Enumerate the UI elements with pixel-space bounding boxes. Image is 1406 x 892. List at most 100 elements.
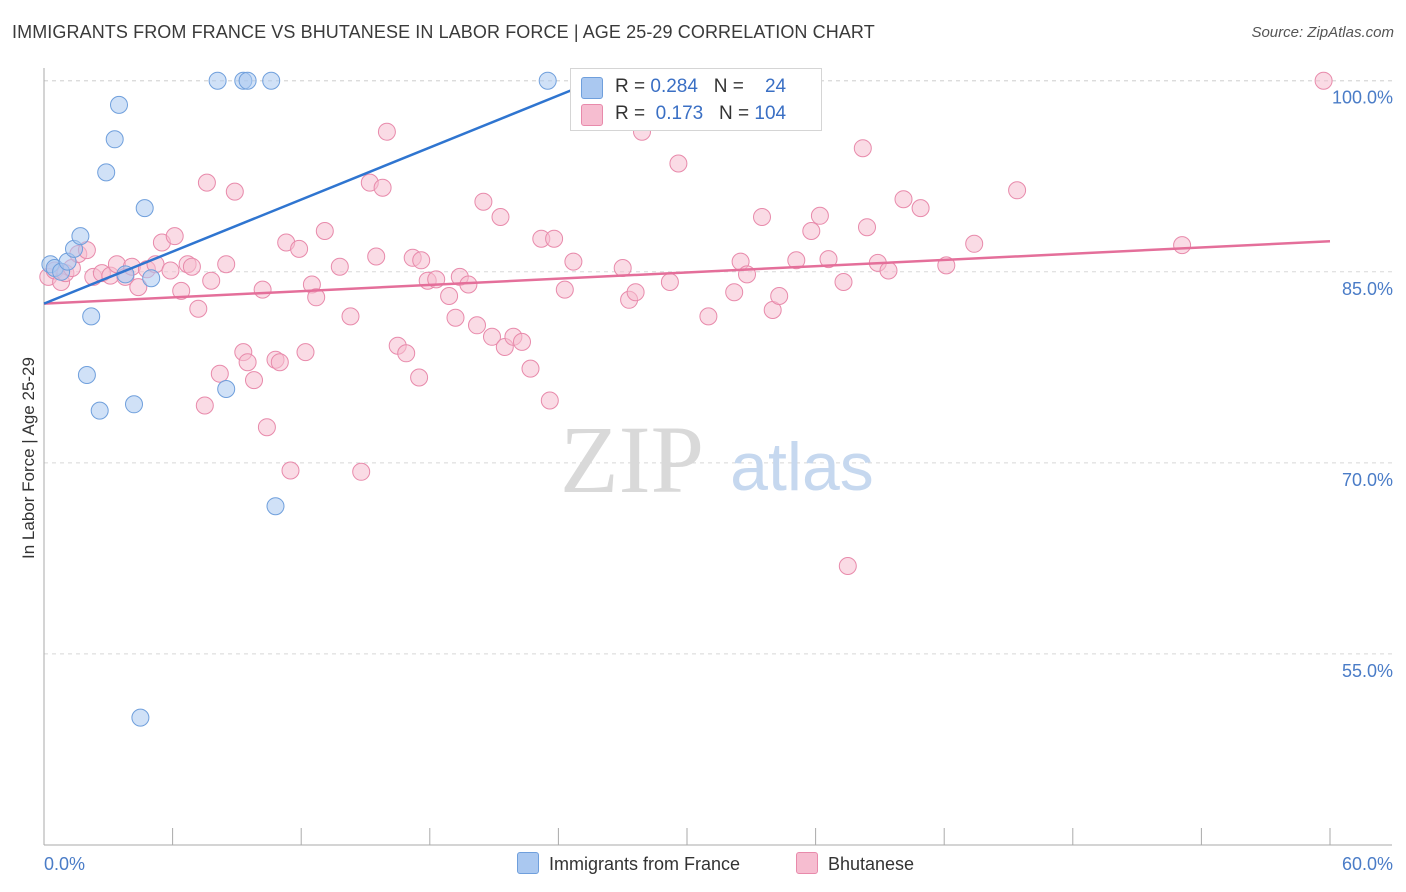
bhutanese-point bbox=[626, 283, 645, 302]
bhutanese-point bbox=[257, 418, 276, 437]
bhutanese-point bbox=[613, 259, 632, 277]
bhutanese-point bbox=[1314, 71, 1333, 90]
bhutanese-point bbox=[373, 178, 392, 197]
bhutanese-point bbox=[853, 139, 872, 158]
bhutanese-point bbox=[545, 229, 564, 248]
correlation-legend: R = 0.284 N = 24 R = 0.173 N = 104 bbox=[570, 68, 822, 131]
france-point bbox=[217, 380, 236, 398]
bhutanese-point bbox=[555, 280, 574, 299]
r-value: 0.173 bbox=[655, 103, 704, 124]
bhutanese-point bbox=[513, 332, 531, 351]
trend-lines bbox=[43, 79, 1331, 305]
r-label: R = bbox=[615, 76, 651, 97]
bhutanese-point bbox=[819, 250, 838, 269]
bhutanese-point bbox=[202, 271, 221, 290]
bhutanese-point bbox=[129, 278, 148, 297]
france-point bbox=[105, 130, 124, 149]
france-point bbox=[110, 95, 128, 114]
watermark-atlas: atlas bbox=[730, 429, 874, 505]
legend-item-france: Immigrants from France bbox=[517, 852, 740, 875]
bhutanese-point bbox=[195, 396, 214, 415]
bhutanese-point bbox=[660, 273, 679, 291]
bhutanese-point bbox=[483, 327, 501, 346]
x-tick-label: 0.0% bbox=[44, 854, 85, 874]
y-tick-label: 70.0% bbox=[1342, 470, 1393, 490]
france-point bbox=[238, 71, 257, 90]
bhutanese-point bbox=[307, 288, 326, 307]
bhutanese-point bbox=[253, 280, 272, 299]
legend-swatch-blue bbox=[581, 77, 603, 99]
source-credit: Source: ZipAtlas.com bbox=[1251, 24, 1394, 41]
bhutanese-point bbox=[189, 299, 208, 318]
france-point bbox=[77, 366, 96, 384]
watermark-zip: ZIP bbox=[560, 406, 704, 513]
n-value: 24 bbox=[764, 76, 787, 97]
bhutanese-point bbox=[521, 359, 540, 378]
legend-item-bhutanese: Bhutanese bbox=[796, 852, 914, 875]
y-tick-label: 100.0% bbox=[1332, 88, 1393, 108]
bhutanese-point bbox=[172, 281, 191, 300]
bhutanese-point bbox=[1173, 236, 1192, 255]
bhutanese-point bbox=[834, 273, 853, 291]
legend-label-bhutanese: Bhutanese bbox=[828, 854, 915, 874]
france-point bbox=[262, 71, 281, 90]
bhutanese-point bbox=[810, 206, 829, 225]
legend-swatch-pink bbox=[581, 104, 603, 126]
bhutanese-point bbox=[397, 344, 416, 363]
france-point bbox=[125, 395, 143, 414]
bhutanese-point bbox=[491, 208, 510, 226]
bhutanese-point bbox=[367, 247, 386, 266]
bhutanese-point bbox=[165, 227, 184, 246]
france-point bbox=[135, 199, 154, 218]
bhutanese-point bbox=[440, 287, 459, 305]
bhutanese-point bbox=[894, 190, 913, 209]
bhutanese-point bbox=[290, 239, 309, 258]
x-tick-label: 60.0% bbox=[1342, 854, 1393, 874]
chart-title: IMMIGRANTS FROM FRANCE VS BHUTANESE IN L… bbox=[12, 22, 875, 42]
bhutanese-point bbox=[352, 462, 371, 481]
bhutanese-point bbox=[540, 391, 559, 410]
bhutanese-point bbox=[245, 371, 263, 390]
bhutanese-point bbox=[468, 316, 486, 335]
series-legend: Immigrants from France Bhutanese bbox=[0, 852, 1406, 878]
france-point bbox=[131, 708, 150, 727]
bhutanese-point bbox=[1008, 181, 1027, 200]
bhutanese-point bbox=[161, 261, 180, 280]
bhutanese-point bbox=[911, 199, 930, 218]
bhutanese-point bbox=[270, 353, 289, 372]
bhutanese-point bbox=[838, 557, 857, 575]
bhutanese-point bbox=[699, 307, 718, 326]
bhutanese-point bbox=[197, 173, 216, 192]
france-point bbox=[142, 269, 161, 288]
france-points bbox=[41, 71, 557, 727]
n-label: N = bbox=[719, 103, 755, 124]
bhutanese-point bbox=[879, 261, 898, 280]
trend-line-bhutanese bbox=[43, 239, 1331, 305]
bhutanese-point bbox=[725, 283, 744, 302]
bhutanese-point bbox=[669, 154, 688, 173]
bhutanese-point bbox=[217, 255, 236, 274]
bhutanese-point bbox=[770, 287, 789, 305]
r-label: R = bbox=[615, 103, 651, 124]
france-point bbox=[90, 401, 109, 420]
legend-label-france: Immigrants from France bbox=[549, 854, 741, 874]
france-point bbox=[538, 71, 557, 90]
trend-line-france bbox=[43, 79, 596, 305]
bhutanese-point bbox=[225, 182, 244, 201]
legend-swatch-pink bbox=[796, 852, 818, 874]
y-axis-label: In Labor Force | Age 25-29 bbox=[19, 357, 38, 559]
r-value: 0.284 bbox=[650, 76, 698, 97]
bhutanese-point bbox=[965, 234, 984, 253]
bhutanese-point bbox=[281, 461, 300, 480]
bhutanese-point bbox=[753, 208, 771, 226]
n-value: 104 bbox=[754, 103, 787, 124]
france-point bbox=[97, 163, 116, 182]
france-point bbox=[208, 71, 227, 90]
y-tick-label: 55.0% bbox=[1342, 661, 1393, 681]
tick-labels: 55.0% 70.0% 85.0% 100.0% 0.0% 60.0% bbox=[44, 88, 1393, 874]
bhutanese-point bbox=[238, 353, 257, 372]
axis-layer bbox=[43, 68, 1392, 846]
france-point bbox=[71, 227, 90, 246]
bhutanese-point bbox=[296, 343, 315, 362]
